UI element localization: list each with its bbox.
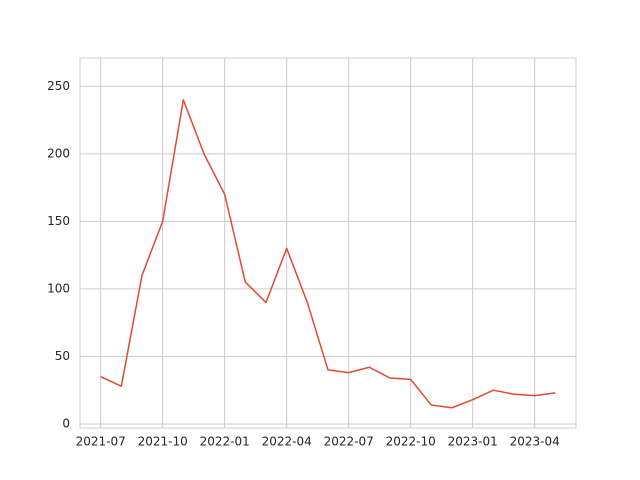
- y-tick-label: 100: [47, 281, 70, 295]
- x-tick-label: 2023-01: [448, 435, 498, 449]
- x-tick-label: 2022-04: [262, 435, 312, 449]
- x-tick-label: 2022-01: [200, 435, 250, 449]
- x-tick-label: 2021-07: [76, 435, 126, 449]
- x-tick-label: 2022-07: [324, 435, 374, 449]
- y-tick-label: 200: [47, 146, 70, 160]
- x-tick-label: 2022-10: [386, 435, 436, 449]
- y-tick-label: 250: [47, 79, 70, 93]
- y-tick-label: 0: [62, 416, 70, 430]
- x-tick-label: 2023-04: [510, 435, 560, 449]
- x-tick-label: 2021-10: [138, 435, 188, 449]
- y-tick-label: 150: [47, 214, 70, 228]
- line: [100, 99, 556, 409]
- plot-frame: [79, 57, 577, 429]
- grid: [80, 58, 576, 428]
- y-tick-label: 50: [55, 349, 70, 363]
